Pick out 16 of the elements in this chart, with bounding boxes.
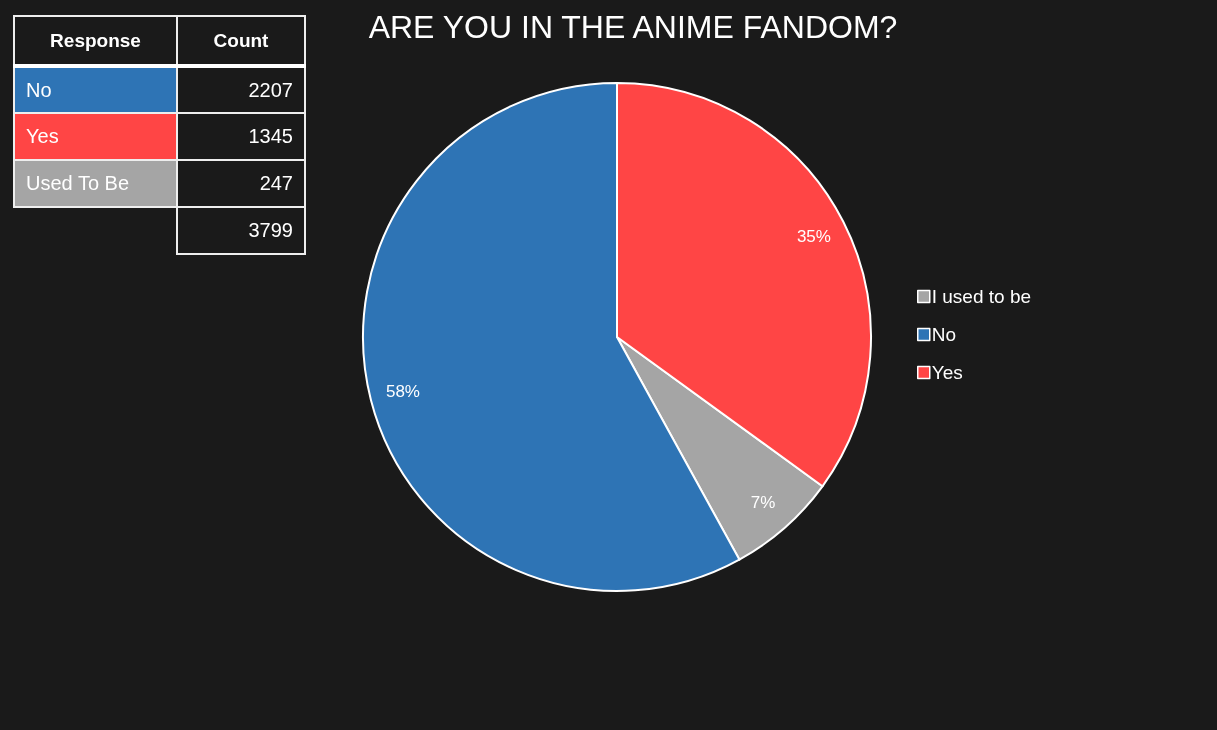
category-label: Used To Be xyxy=(14,160,177,207)
text: Count xyxy=(177,16,305,66)
legend-label: I used to be xyxy=(931,286,1032,307)
text: Response xyxy=(14,16,177,66)
data-label: 2207 xyxy=(177,66,305,113)
data-label: 3799 xyxy=(177,207,305,254)
category-label: No xyxy=(14,66,177,113)
data-label: 247 xyxy=(177,160,305,207)
legend-label: Yes xyxy=(931,362,963,383)
data-label: 7% xyxy=(750,493,776,513)
data-label: 35% xyxy=(796,227,831,247)
category-label: Yes xyxy=(14,113,177,160)
chart-title: ARE YOU IN THE ANIME FANDOM? xyxy=(368,9,898,45)
legend-label: No xyxy=(931,324,957,345)
data-label: 58% xyxy=(385,382,420,402)
data-label: 1345 xyxy=(177,113,305,160)
